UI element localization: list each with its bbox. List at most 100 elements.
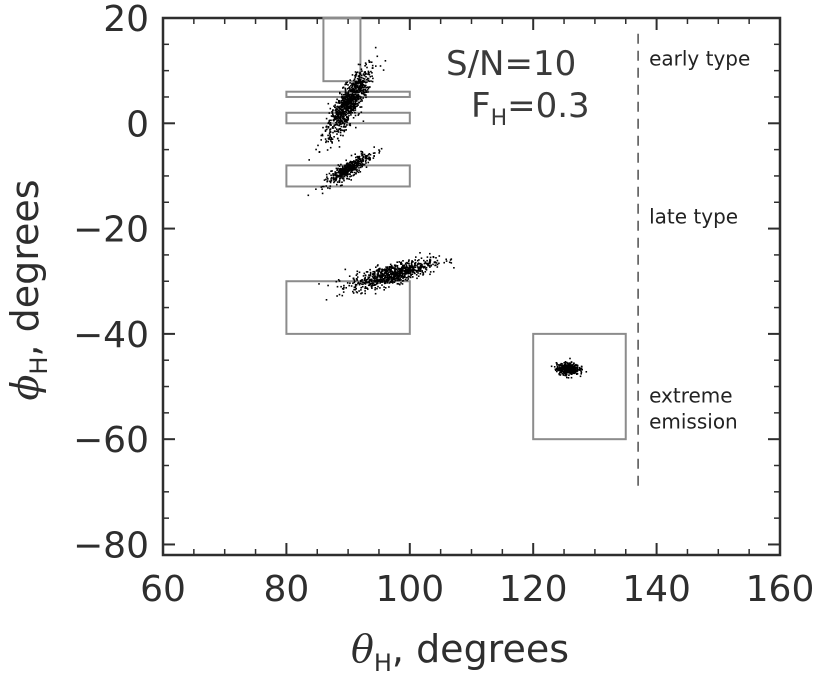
scatter-point [339,118,341,120]
scatter-point [332,115,335,118]
scatter-point [366,287,368,289]
scatter-point [361,80,364,82]
scatter-point [374,284,377,286]
scatter-point [356,105,358,107]
scatter-point [330,176,333,179]
scatter-point [362,92,364,95]
scatter-point [360,289,362,291]
scatter-point [354,102,357,104]
scatter-point [384,287,387,289]
scatter-point [450,258,453,260]
scatter-point [350,99,352,102]
scatter-point [349,102,352,104]
scatter-point [416,271,418,273]
scatter-point [391,270,394,273]
scatter-point [381,276,383,279]
scatter-point [345,100,347,103]
scatter-point [419,270,422,272]
scatter-point [341,99,343,102]
scatter-point [355,126,357,129]
scatter-point [571,363,573,366]
scatter-point [358,101,360,104]
scatter-point [353,91,356,94]
scatter-point [345,103,347,105]
scatter-point [356,168,358,171]
scatter-point [373,283,376,286]
scatter-point [407,269,410,272]
scatter-point [359,282,362,284]
scatter-point [394,277,397,279]
scatter-point [373,146,375,148]
scatter-point [386,282,389,284]
scatter-point [374,281,377,283]
scatter-point [362,275,365,277]
scatter-point [362,156,365,158]
scatter-point [336,169,338,172]
scatter-point [379,268,381,270]
scatter-point [344,173,347,175]
scatter-point [561,372,564,375]
scatter-point [345,108,347,110]
scatter-point [365,287,367,289]
scatter-point [348,284,350,287]
scatter-point [353,288,355,291]
scatter-point [570,361,573,364]
scatter-point [400,267,403,270]
scatter-point [366,155,369,157]
scatter-point [388,286,390,288]
scatter-point [568,368,570,371]
scatter-point [382,69,385,71]
scatter-point [349,175,351,178]
scatter-point [381,270,383,272]
scatter-point [332,176,335,179]
scatter-point [388,274,390,277]
scatter-point [338,107,340,110]
scatter-point [429,262,431,265]
region-label-line: extreme [649,383,733,407]
scatter-point [330,179,333,182]
scatter-point [573,365,576,367]
scatter-point [332,114,334,117]
scatter-point [336,121,338,123]
scatter-point [363,272,366,275]
scatter-point [351,92,354,94]
scatter-point [365,96,367,99]
scatter-point [354,103,356,106]
scatter-point [343,167,346,170]
region-label-line: early type [649,46,750,70]
scatter-point [572,368,575,370]
scatter-point [378,152,380,154]
scatter-point [386,267,388,269]
scatter-point [336,285,339,288]
scatter-point [336,137,339,140]
scatter-point [356,279,358,281]
scatter-point [351,100,353,103]
scatter-point [359,159,362,161]
scatter-point [352,82,355,84]
scatter-point [354,93,356,96]
scatter-point [364,286,367,288]
scatter-point [359,79,362,82]
scatter-point [339,129,342,132]
scatter-point [351,74,354,76]
scatter-point [345,96,347,98]
scatter-point [329,146,332,149]
scatter-point [359,100,362,102]
scatter-point [358,164,361,167]
scatter-point [556,362,558,365]
scatter-point [337,171,340,174]
scatter-point [380,280,382,282]
scatter-point [329,128,332,130]
scatter-point [349,169,352,171]
scatter-point [341,177,344,180]
scatter-point [341,106,344,108]
scatter-point [565,373,568,376]
scatter-point [402,279,405,282]
scatter-point [337,111,340,114]
scatter-point [347,94,349,97]
scatter-point [346,124,348,126]
scatter-point [332,177,334,180]
scatter-point [410,263,413,266]
scatter-point [578,366,581,369]
scatter-point [383,289,385,291]
